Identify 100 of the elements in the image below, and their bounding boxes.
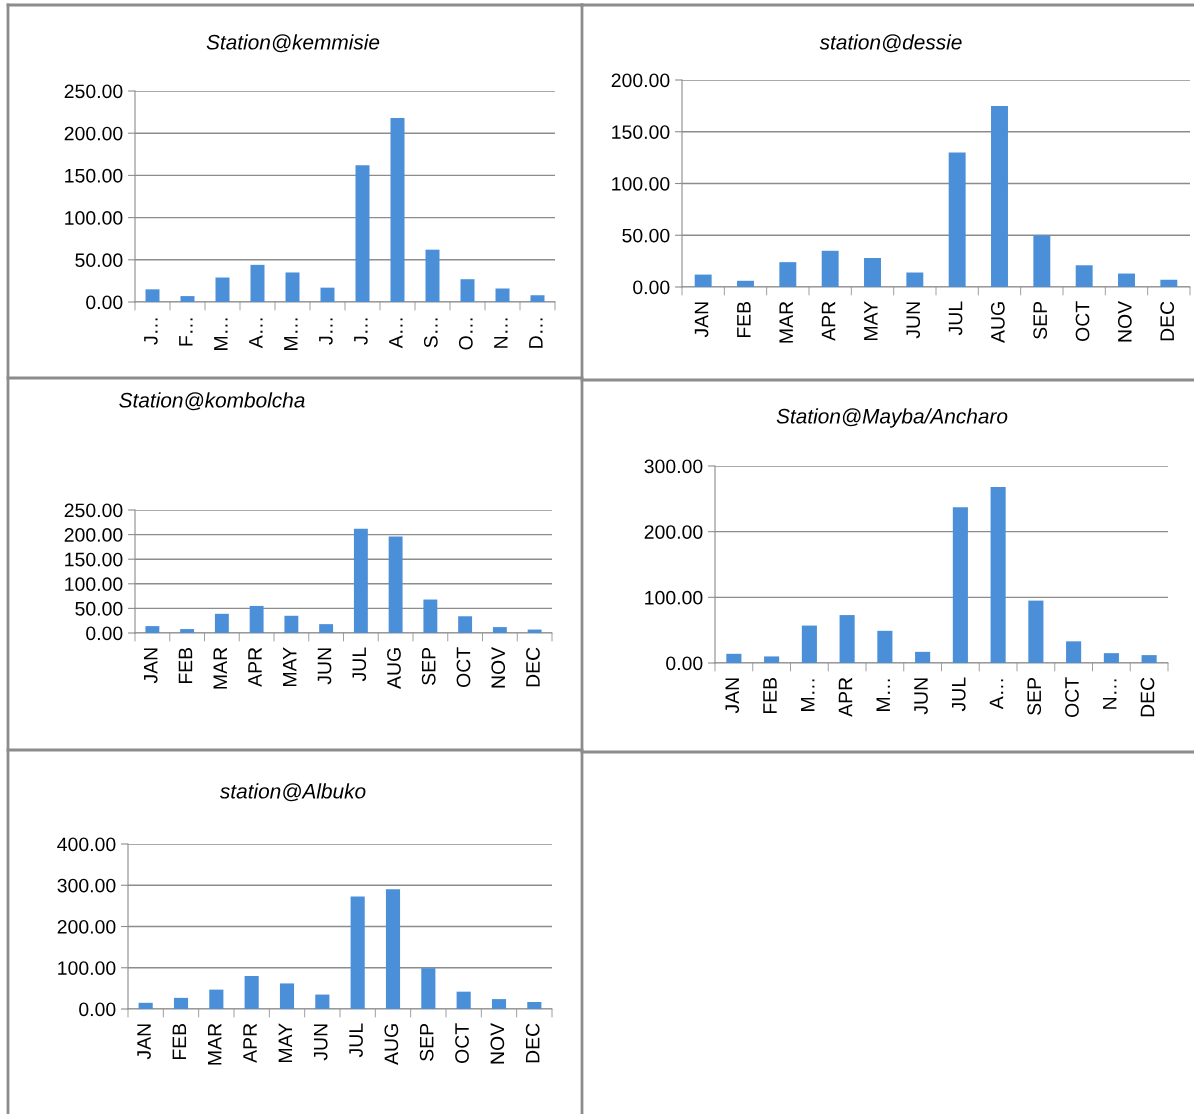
- x-tick-label: DEC: [1160, 301, 1175, 341]
- bar: [821, 250, 839, 287]
- x-tick-label: A…: [249, 318, 263, 349]
- bar: [839, 615, 855, 663]
- y-tick-label: 250.00: [64, 84, 123, 99]
- chart-title: Station@Mayba/Ancharo: [776, 408, 1008, 428]
- bar: [779, 262, 797, 287]
- bar: [385, 889, 401, 1009]
- x-tick-label: JUL: [349, 1023, 363, 1058]
- bar: [244, 976, 259, 1009]
- x-tick-label: M…: [214, 318, 228, 350]
- bar: [906, 272, 924, 287]
- y-tick-label: 100.00: [612, 176, 670, 191]
- x-tick-label: MAR: [779, 301, 793, 343]
- bar: [915, 651, 931, 663]
- x-tick-label: FEB: [172, 1023, 187, 1060]
- x-tick-label: OCT: [1075, 301, 1090, 342]
- bar: [877, 630, 893, 663]
- bar: [145, 289, 160, 302]
- x-tick-label: FEB: [178, 647, 193, 684]
- y-tick-label: 300.00: [57, 878, 116, 893]
- bar: [423, 599, 438, 633]
- x-tick-label: AUG: [990, 302, 1005, 343]
- bar: [530, 295, 545, 302]
- bar: [1141, 655, 1157, 663]
- bar: [801, 625, 817, 663]
- bar: [1118, 273, 1135, 287]
- x-tick-label: MAY: [864, 301, 878, 340]
- x-tick-label: JUN: [906, 302, 921, 339]
- x-tick-label: N…: [1103, 679, 1117, 709]
- x-tick-label: J…: [144, 318, 158, 345]
- bar: [1075, 265, 1093, 287]
- bar: [180, 629, 195, 633]
- bar: [320, 287, 335, 302]
- x-tick-label: DEC: [1140, 677, 1155, 717]
- x-tick-label: JUN: [313, 1024, 328, 1061]
- x-tick-label: JUN: [317, 648, 332, 685]
- bar: [279, 983, 295, 1009]
- y-tick-label: 200.00: [57, 919, 116, 934]
- x-tick-label: O…: [458, 318, 473, 350]
- y-tick-label: 50.00: [622, 228, 670, 243]
- bar: [425, 249, 440, 302]
- chart-title: station@dessie: [819, 34, 962, 53]
- y-tick-label: 200.00: [644, 525, 703, 539]
- bar: [145, 626, 160, 633]
- bar: [353, 528, 368, 633]
- bar: [315, 994, 330, 1009]
- y-tick-label: 0.00: [79, 1002, 116, 1017]
- bar: [284, 615, 299, 633]
- bar: [250, 264, 265, 302]
- x-tick-label: D…: [529, 318, 543, 348]
- bar: [764, 656, 780, 663]
- bar: [1160, 279, 1178, 287]
- bar: [991, 105, 1008, 287]
- x-tick-label: FEB: [763, 677, 777, 714]
- x-tick-label: AUG: [384, 1024, 399, 1065]
- y-tick-label: 200.00: [64, 126, 123, 141]
- x-tick-label: FEB: [737, 301, 751, 338]
- y-tick-label: 50.00: [75, 601, 123, 616]
- y-tick-label: 400.00: [57, 837, 116, 852]
- y-tick-label: 0.00: [86, 295, 123, 310]
- y-tick-label: 0.00: [633, 280, 670, 295]
- x-tick-label: A…: [389, 318, 403, 349]
- bar: [492, 627, 507, 633]
- x-tick-label: JUN: [914, 678, 928, 715]
- bar: [527, 1001, 542, 1009]
- x-tick-label: OCT: [1065, 677, 1079, 718]
- y-tick-label: 0.00: [666, 656, 703, 671]
- x-tick-label: APR: [821, 301, 836, 341]
- bar: [319, 624, 334, 633]
- bar: [1066, 641, 1082, 663]
- x-tick-label: S…: [423, 318, 438, 348]
- x-tick-label: APR: [243, 1023, 257, 1063]
- bar: [355, 165, 370, 302]
- x-tick-label: N…: [494, 318, 508, 348]
- bar: [948, 152, 966, 287]
- bar: [458, 616, 473, 633]
- y-tick-label: 50.00: [75, 253, 123, 268]
- y-tick-label: 200.00: [64, 528, 123, 542]
- bar: [495, 288, 510, 302]
- bar: [421, 968, 436, 1009]
- y-tick-label: 0.00: [86, 626, 123, 641]
- x-tick-label: SEP: [1027, 677, 1042, 715]
- x-tick-label: JAN: [144, 648, 158, 684]
- x-tick-label: NOV: [491, 646, 506, 688]
- y-tick-label: 100.00: [65, 577, 123, 592]
- bar: [456, 991, 471, 1009]
- x-tick-label: JUL: [948, 301, 963, 336]
- x-tick-label: MAY: [283, 647, 297, 686]
- x-tick-label: APR: [838, 677, 853, 717]
- x-tick-label: JUL: [352, 647, 367, 682]
- y-tick-label: 100.00: [58, 961, 116, 975]
- bar: [1028, 600, 1044, 663]
- bar: [388, 536, 403, 633]
- y-tick-label: 200.00: [611, 73, 670, 88]
- bar: [726, 653, 742, 663]
- x-tick-label: MAR: [207, 1023, 222, 1065]
- bar: [214, 613, 229, 633]
- chart-title: station@Albuko: [219, 783, 366, 802]
- x-tick-label: NOV: [1117, 300, 1132, 342]
